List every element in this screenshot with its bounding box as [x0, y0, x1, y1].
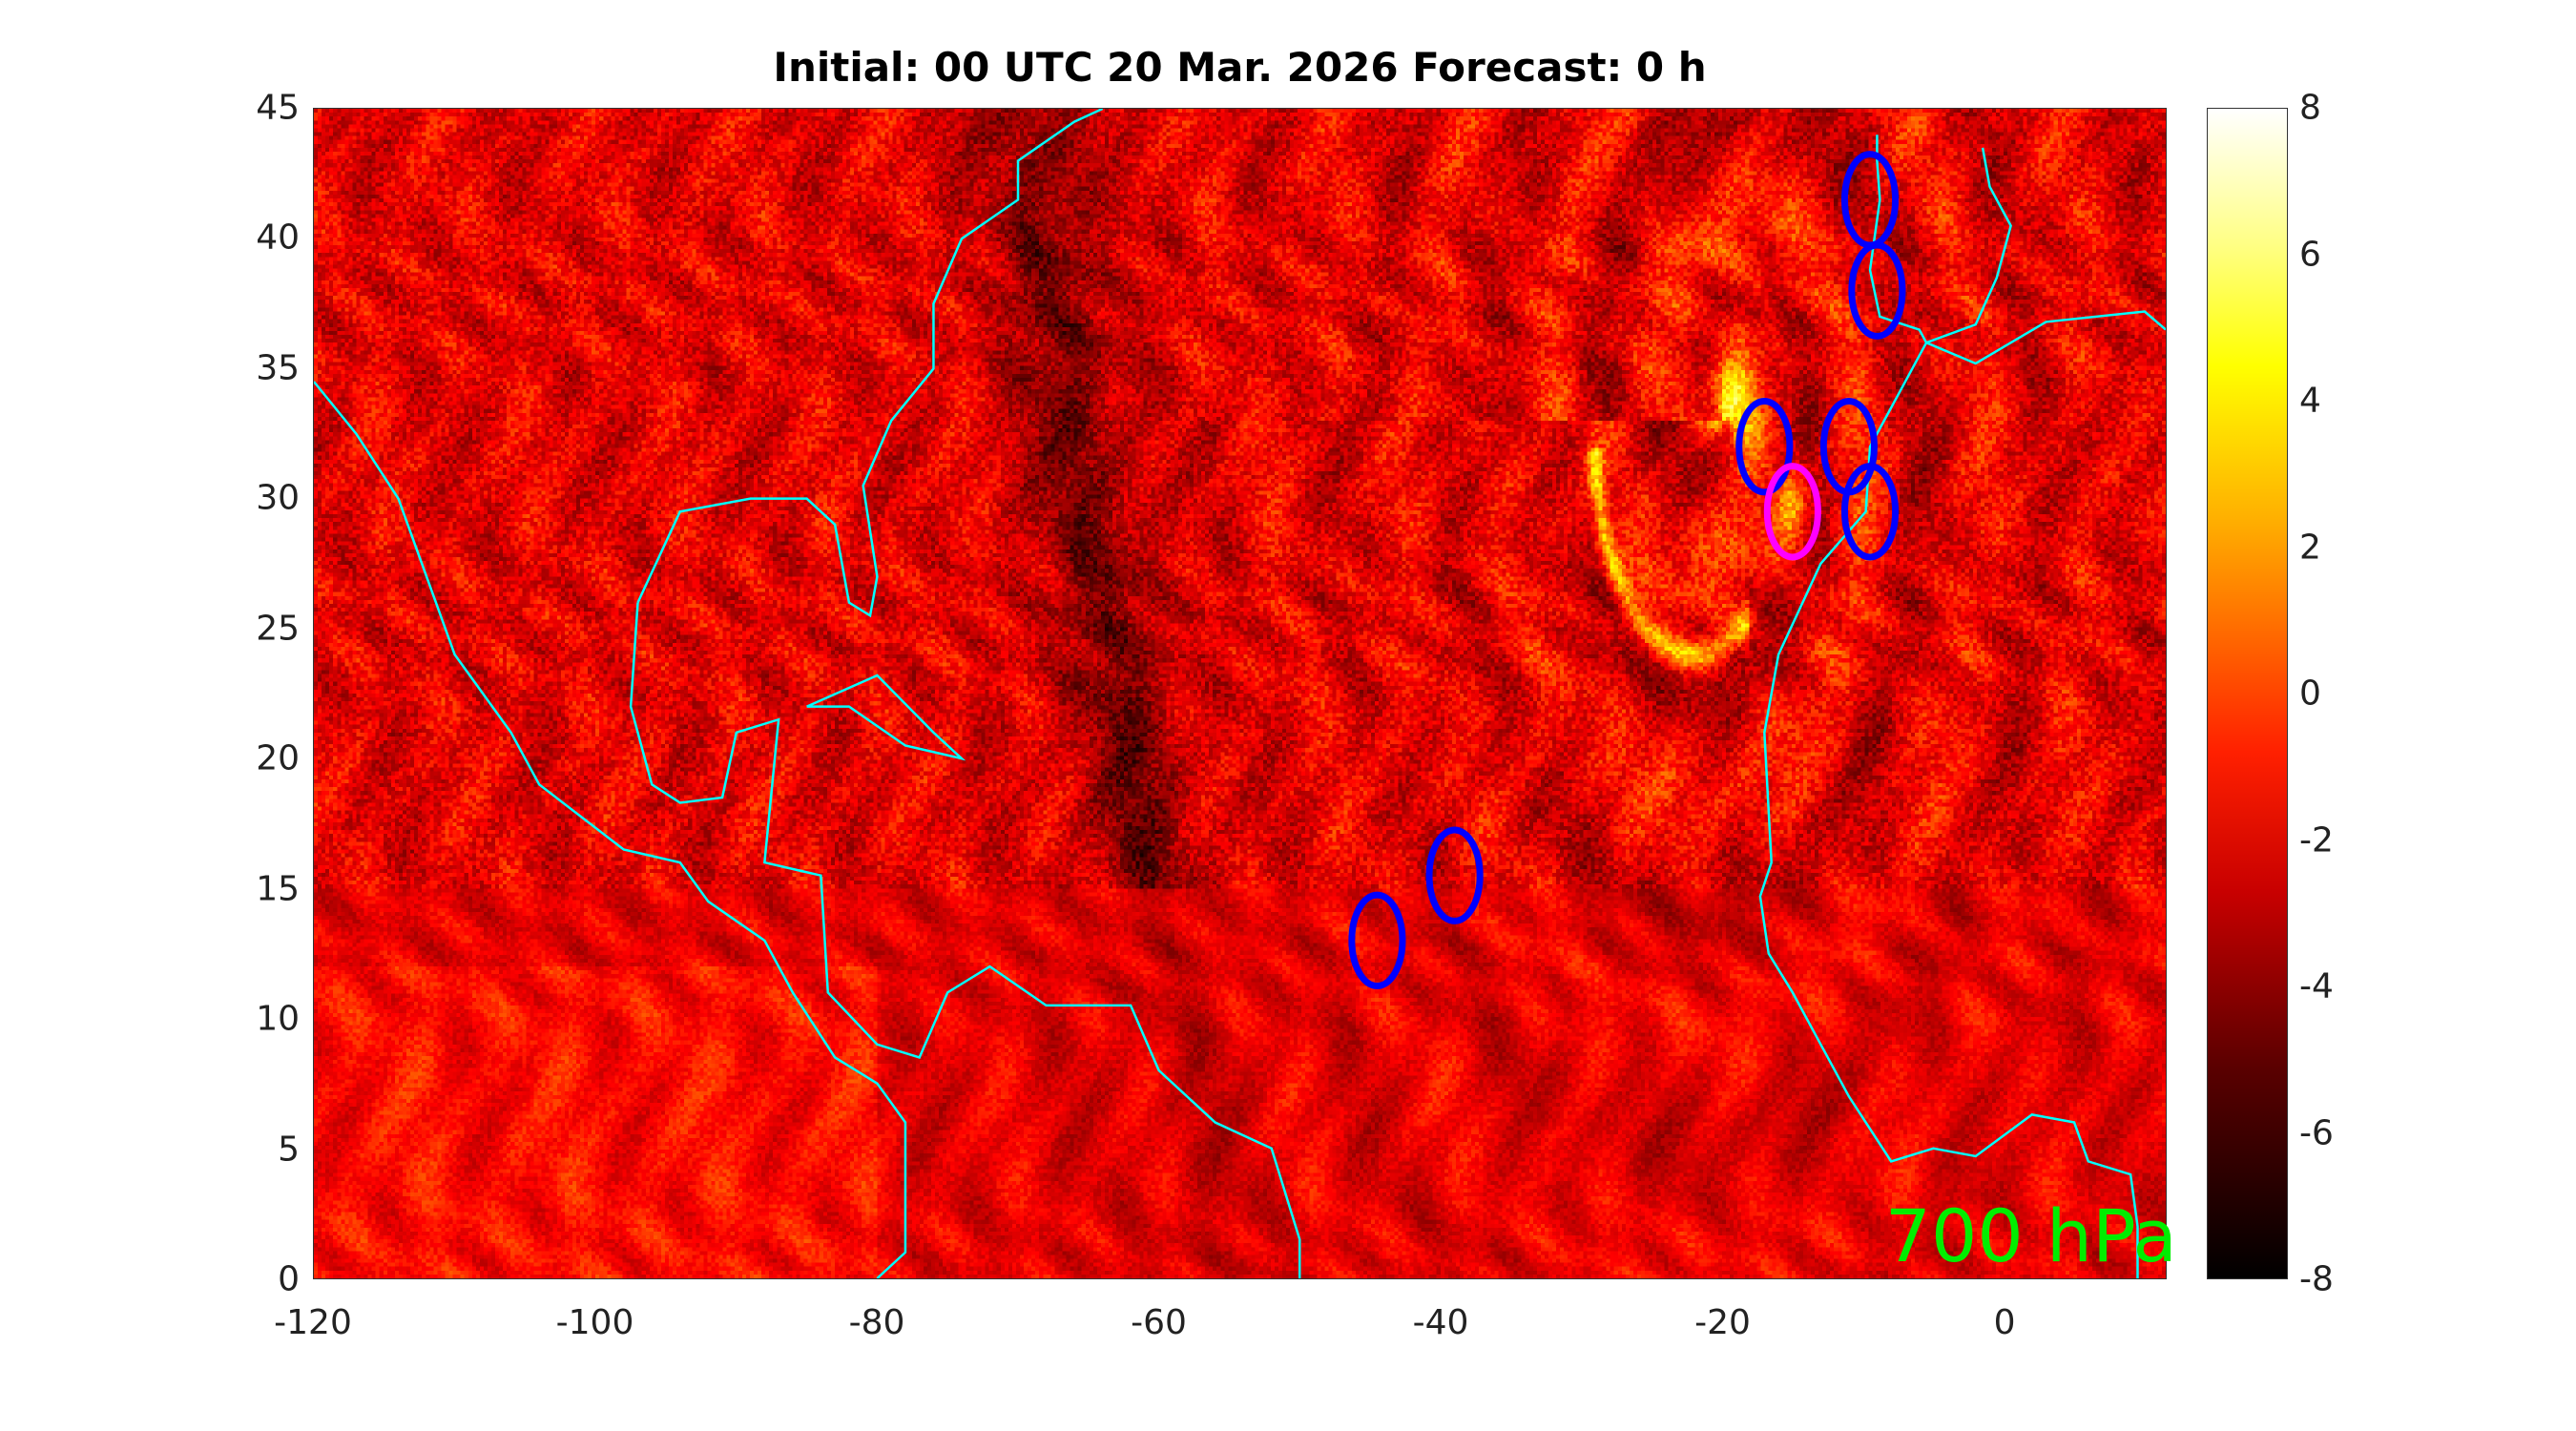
coastline [806, 674, 966, 761]
coastline [1925, 310, 2166, 365]
colorbar-tick-label: 2 [2299, 528, 2321, 567]
y-tick-label: 0 [278, 1259, 300, 1299]
plot-area: 700 hPa [313, 108, 2177, 1279]
x-tick-label: 0 [1993, 1303, 2016, 1342]
coastline [636, 109, 1104, 618]
pressure-level-label: 700 hPa [1884, 1193, 2177, 1278]
x-tick-label: -80 [848, 1303, 905, 1342]
magenta-ellipse-marker [1763, 463, 1821, 561]
y-tick-label: 15 [256, 869, 300, 909]
x-tick-label: -40 [1412, 1303, 1469, 1342]
x-tick-label: -100 [555, 1303, 634, 1342]
colorbar-tick-label: -4 [2299, 966, 2334, 1006]
colorbar [2207, 108, 2288, 1279]
blue-ellipse-marker [1348, 891, 1406, 989]
x-tick-label: -20 [1694, 1303, 1751, 1342]
blue-ellipse-marker [1840, 151, 1900, 249]
y-tick-label: 10 [256, 999, 300, 1039]
y-tick-label: 45 [256, 88, 300, 128]
colorbar-tick-label: -8 [2299, 1259, 2334, 1299]
blue-ellipse-marker [1735, 398, 1794, 496]
y-tick-label: 35 [256, 348, 300, 388]
colorbar-tick-label: 8 [2299, 88, 2321, 128]
colorbar-tick-label: 0 [2299, 674, 2321, 714]
y-tick-label: 5 [278, 1130, 300, 1170]
y-tick-label: 40 [256, 218, 300, 258]
x-tick-label: -120 [274, 1303, 352, 1342]
blue-ellipse-marker [1848, 241, 1906, 340]
colorbar-tick-label: -2 [2299, 820, 2334, 860]
y-tick-label: 30 [256, 478, 300, 518]
coastline [1758, 135, 2139, 1278]
colorbar-tick-label: -6 [2299, 1113, 2334, 1152]
chart-title: Initial: 00 UTC 20 Mar. 2026 Forecast: 0… [773, 44, 1707, 91]
heatmap-field [314, 109, 2166, 1278]
y-tick-label: 20 [256, 738, 300, 778]
coastline [314, 381, 907, 1278]
coastline [629, 602, 1301, 1278]
colorbar-tick-label: 6 [2299, 235, 2321, 274]
x-tick-label: -60 [1131, 1303, 1187, 1342]
y-tick-label: 25 [256, 609, 300, 649]
blue-ellipse-marker [1840, 463, 1900, 561]
coastline [1925, 147, 2012, 344]
colorbar-tick-label: 4 [2299, 381, 2321, 421]
overlay [314, 109, 2166, 1278]
blue-ellipse-marker [1425, 826, 1484, 924]
